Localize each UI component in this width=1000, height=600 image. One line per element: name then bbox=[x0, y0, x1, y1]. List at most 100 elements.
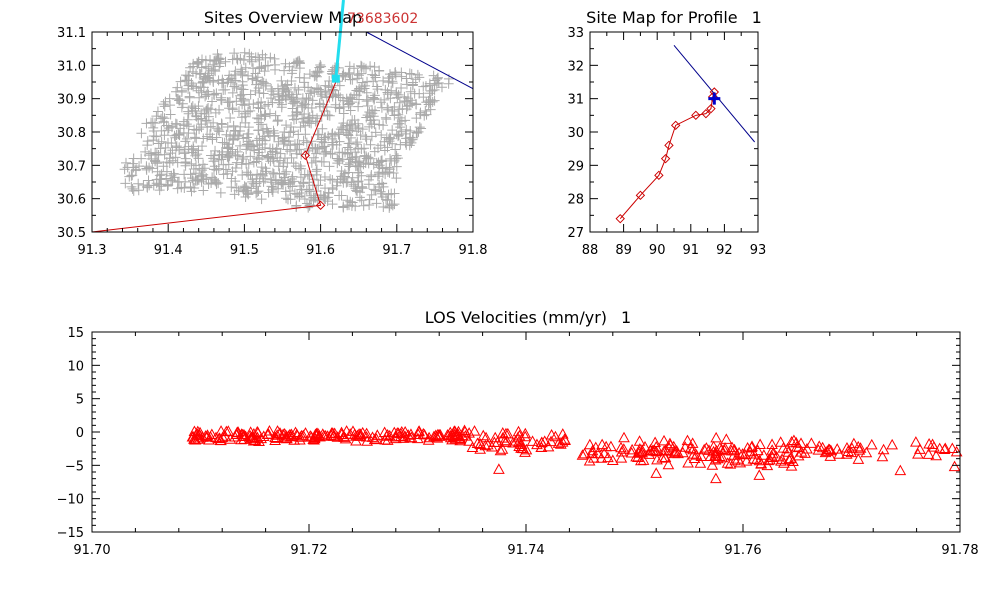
site-point-plus bbox=[320, 132, 331, 143]
los-velocity-point bbox=[299, 427, 312, 438]
site-point-plus bbox=[397, 103, 408, 114]
los-velocity-point bbox=[710, 450, 722, 461]
site-point-plus bbox=[127, 183, 138, 194]
site-point-plus bbox=[124, 171, 135, 182]
site-point-plus bbox=[306, 157, 317, 168]
site-point-plus bbox=[266, 93, 277, 104]
los-velocity-point bbox=[463, 427, 475, 438]
site-point-plus bbox=[396, 83, 407, 94]
site-point-plus bbox=[331, 180, 342, 191]
los-velocity-point bbox=[360, 427, 373, 439]
site-point-plus bbox=[347, 115, 358, 126]
site-point-plus bbox=[307, 95, 318, 106]
site-point-plus bbox=[327, 149, 338, 160]
site-point-plus bbox=[345, 74, 356, 85]
site-point-plus bbox=[172, 82, 183, 93]
site-point-plus bbox=[188, 163, 199, 174]
site-point-plus bbox=[190, 150, 201, 161]
site-point-plus bbox=[338, 177, 349, 188]
los-velocity-point bbox=[213, 432, 225, 444]
overview-profile-marker bbox=[300, 150, 311, 161]
site-point-plus bbox=[418, 81, 429, 92]
site-point-plus bbox=[150, 118, 161, 129]
los-velocity-point bbox=[519, 427, 532, 439]
los-velocity-point bbox=[926, 438, 939, 449]
site-point-plus bbox=[190, 168, 201, 179]
los-velocity-point bbox=[784, 452, 797, 464]
site-point-plus bbox=[382, 89, 393, 100]
site-point-plus bbox=[249, 145, 260, 156]
site-point-plus bbox=[352, 137, 363, 148]
overview-aqua-line bbox=[334, 0, 345, 79]
site-point-plus bbox=[222, 77, 233, 88]
site-point-plus bbox=[142, 182, 153, 193]
site-point-plus bbox=[287, 171, 298, 182]
site-point-plus bbox=[371, 81, 382, 92]
site-map-x-tick-label: 91 bbox=[683, 243, 700, 258]
site-point-plus bbox=[142, 136, 153, 147]
los-velocity-point bbox=[513, 429, 526, 441]
site-point-plus bbox=[411, 113, 422, 124]
los-velocity-point bbox=[860, 446, 873, 458]
site-point-plus bbox=[351, 85, 362, 96]
site-point-plus bbox=[338, 101, 349, 112]
los-velocity-point bbox=[583, 454, 596, 466]
overview-profile-marker bbox=[315, 200, 326, 211]
site-point-plus bbox=[251, 173, 262, 184]
site-point-plus bbox=[360, 63, 371, 74]
site-point-plus bbox=[363, 174, 374, 185]
site-point-plus bbox=[432, 72, 443, 83]
site-point-plus bbox=[274, 155, 285, 166]
site-point-plus bbox=[186, 186, 197, 197]
los-velocity-point bbox=[463, 435, 475, 446]
site-point-plus bbox=[316, 91, 327, 102]
site-point-plus bbox=[220, 164, 231, 175]
site-point-plus bbox=[340, 147, 351, 158]
site-point-plus bbox=[287, 65, 298, 76]
site-map-profile-marker bbox=[654, 170, 664, 181]
site-point-plus bbox=[158, 161, 169, 172]
los-velocity-point bbox=[418, 428, 431, 440]
site-point-plus bbox=[152, 106, 163, 117]
site-point-plus bbox=[279, 169, 290, 180]
site-point-plus bbox=[443, 78, 454, 89]
site-point-plus bbox=[283, 86, 294, 97]
los-velocity-point bbox=[370, 433, 383, 444]
los-x-tick-label: 91.72 bbox=[290, 543, 327, 558]
los-velocity-point bbox=[606, 454, 619, 465]
site-point-plus bbox=[216, 78, 227, 89]
site-point-plus bbox=[291, 89, 302, 100]
site-point-plus bbox=[401, 139, 412, 150]
los-velocity-point bbox=[507, 436, 519, 448]
overview-x-tick-label: 91.7 bbox=[382, 243, 411, 258]
site-point-plus bbox=[376, 155, 387, 166]
site-point-plus bbox=[396, 67, 407, 78]
site-point-plus bbox=[228, 120, 239, 131]
site-point-plus bbox=[128, 162, 139, 173]
los-velocity-point bbox=[600, 440, 612, 452]
site-point-plus bbox=[133, 178, 144, 189]
overview-y-tick-label: 30.8 bbox=[57, 126, 86, 141]
overview-annotation: 73683602 bbox=[347, 11, 418, 27]
los-velocity-point bbox=[733, 446, 745, 458]
site-point-plus bbox=[281, 120, 292, 131]
site-point-plus bbox=[381, 132, 392, 143]
site-point-plus bbox=[358, 200, 369, 211]
site-point-plus bbox=[239, 100, 250, 111]
los-velocity-point bbox=[681, 434, 694, 446]
site-point-plus bbox=[431, 73, 442, 84]
site-map-title-number: 1 bbox=[752, 8, 762, 27]
los-velocity-point bbox=[586, 444, 599, 456]
site-point-plus bbox=[243, 128, 254, 139]
site-point-plus bbox=[283, 136, 294, 147]
site-map-profile-line bbox=[619, 91, 715, 219]
site-point-plus bbox=[287, 103, 298, 114]
site-point-plus bbox=[356, 195, 367, 206]
los-velocity-point bbox=[755, 457, 768, 469]
site-point-plus bbox=[404, 68, 415, 79]
los-velocity-point bbox=[626, 443, 638, 455]
site-point-plus bbox=[391, 129, 402, 140]
los-velocity-point bbox=[513, 440, 525, 451]
los-velocity-point bbox=[783, 453, 795, 465]
site-point-plus bbox=[159, 101, 170, 112]
